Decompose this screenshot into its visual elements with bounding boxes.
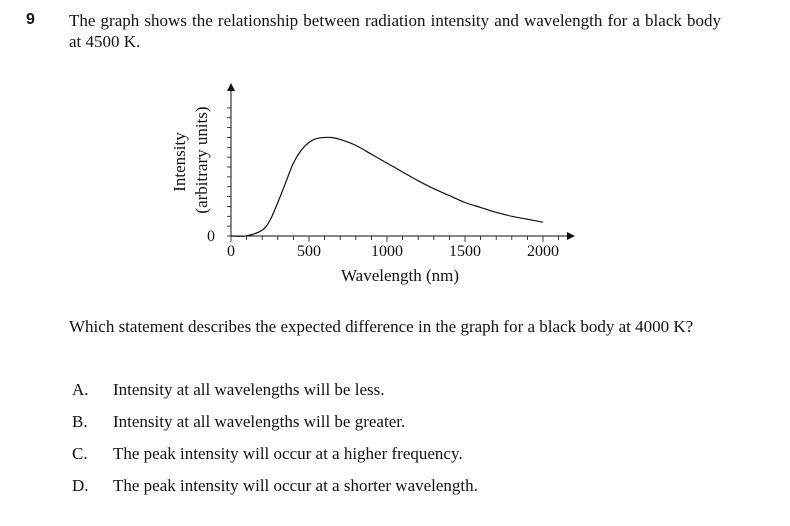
x-axis-ticks — [230, 236, 559, 242]
option-letter: A. — [72, 380, 89, 399]
intensity-curve — [230, 136, 544, 237]
x-tick-label: 0 — [227, 243, 235, 260]
option-letter: B. — [72, 412, 88, 431]
x-tick-label: 2000 — [527, 243, 559, 260]
option-text: The peak intensity will occur at a highe… — [113, 444, 463, 463]
question-number: 9 — [26, 11, 35, 28]
y-axis-label-line2: (arbitrary units) — [192, 106, 211, 213]
x-tick-label: 1000 — [371, 243, 403, 260]
y-tick-label: 0 — [207, 228, 215, 245]
x-axis-label: Wavelength (nm) — [341, 266, 459, 285]
option-text: Intensity at all wavelengths will be gre… — [113, 412, 406, 431]
y-axis-ticks — [227, 107, 231, 237]
y-axis-tick-labels: 0 — [207, 228, 215, 245]
option-letter: D. — [72, 476, 89, 495]
x-tick-label: 500 — [297, 243, 321, 260]
x-axis-tick-labels: 0 500 1000 1500 2000 — [227, 243, 559, 260]
question-stem: The graph shows the relationship between… — [69, 11, 721, 51]
blackbody-chart: 0 500 1000 1500 2000 0 Wavelength (nm) Inten… — [170, 83, 575, 285]
option-letter: C. — [72, 444, 88, 463]
option-text: Intensity at all wavelengths will be les… — [113, 380, 385, 399]
option-text: The peak intensity will occur at a short… — [113, 476, 478, 495]
question-prompt: Which statement describes the expected d… — [69, 317, 694, 336]
x-tick-label: 1500 — [449, 243, 481, 260]
y-axis-label-line1: Intensity — [170, 132, 189, 192]
